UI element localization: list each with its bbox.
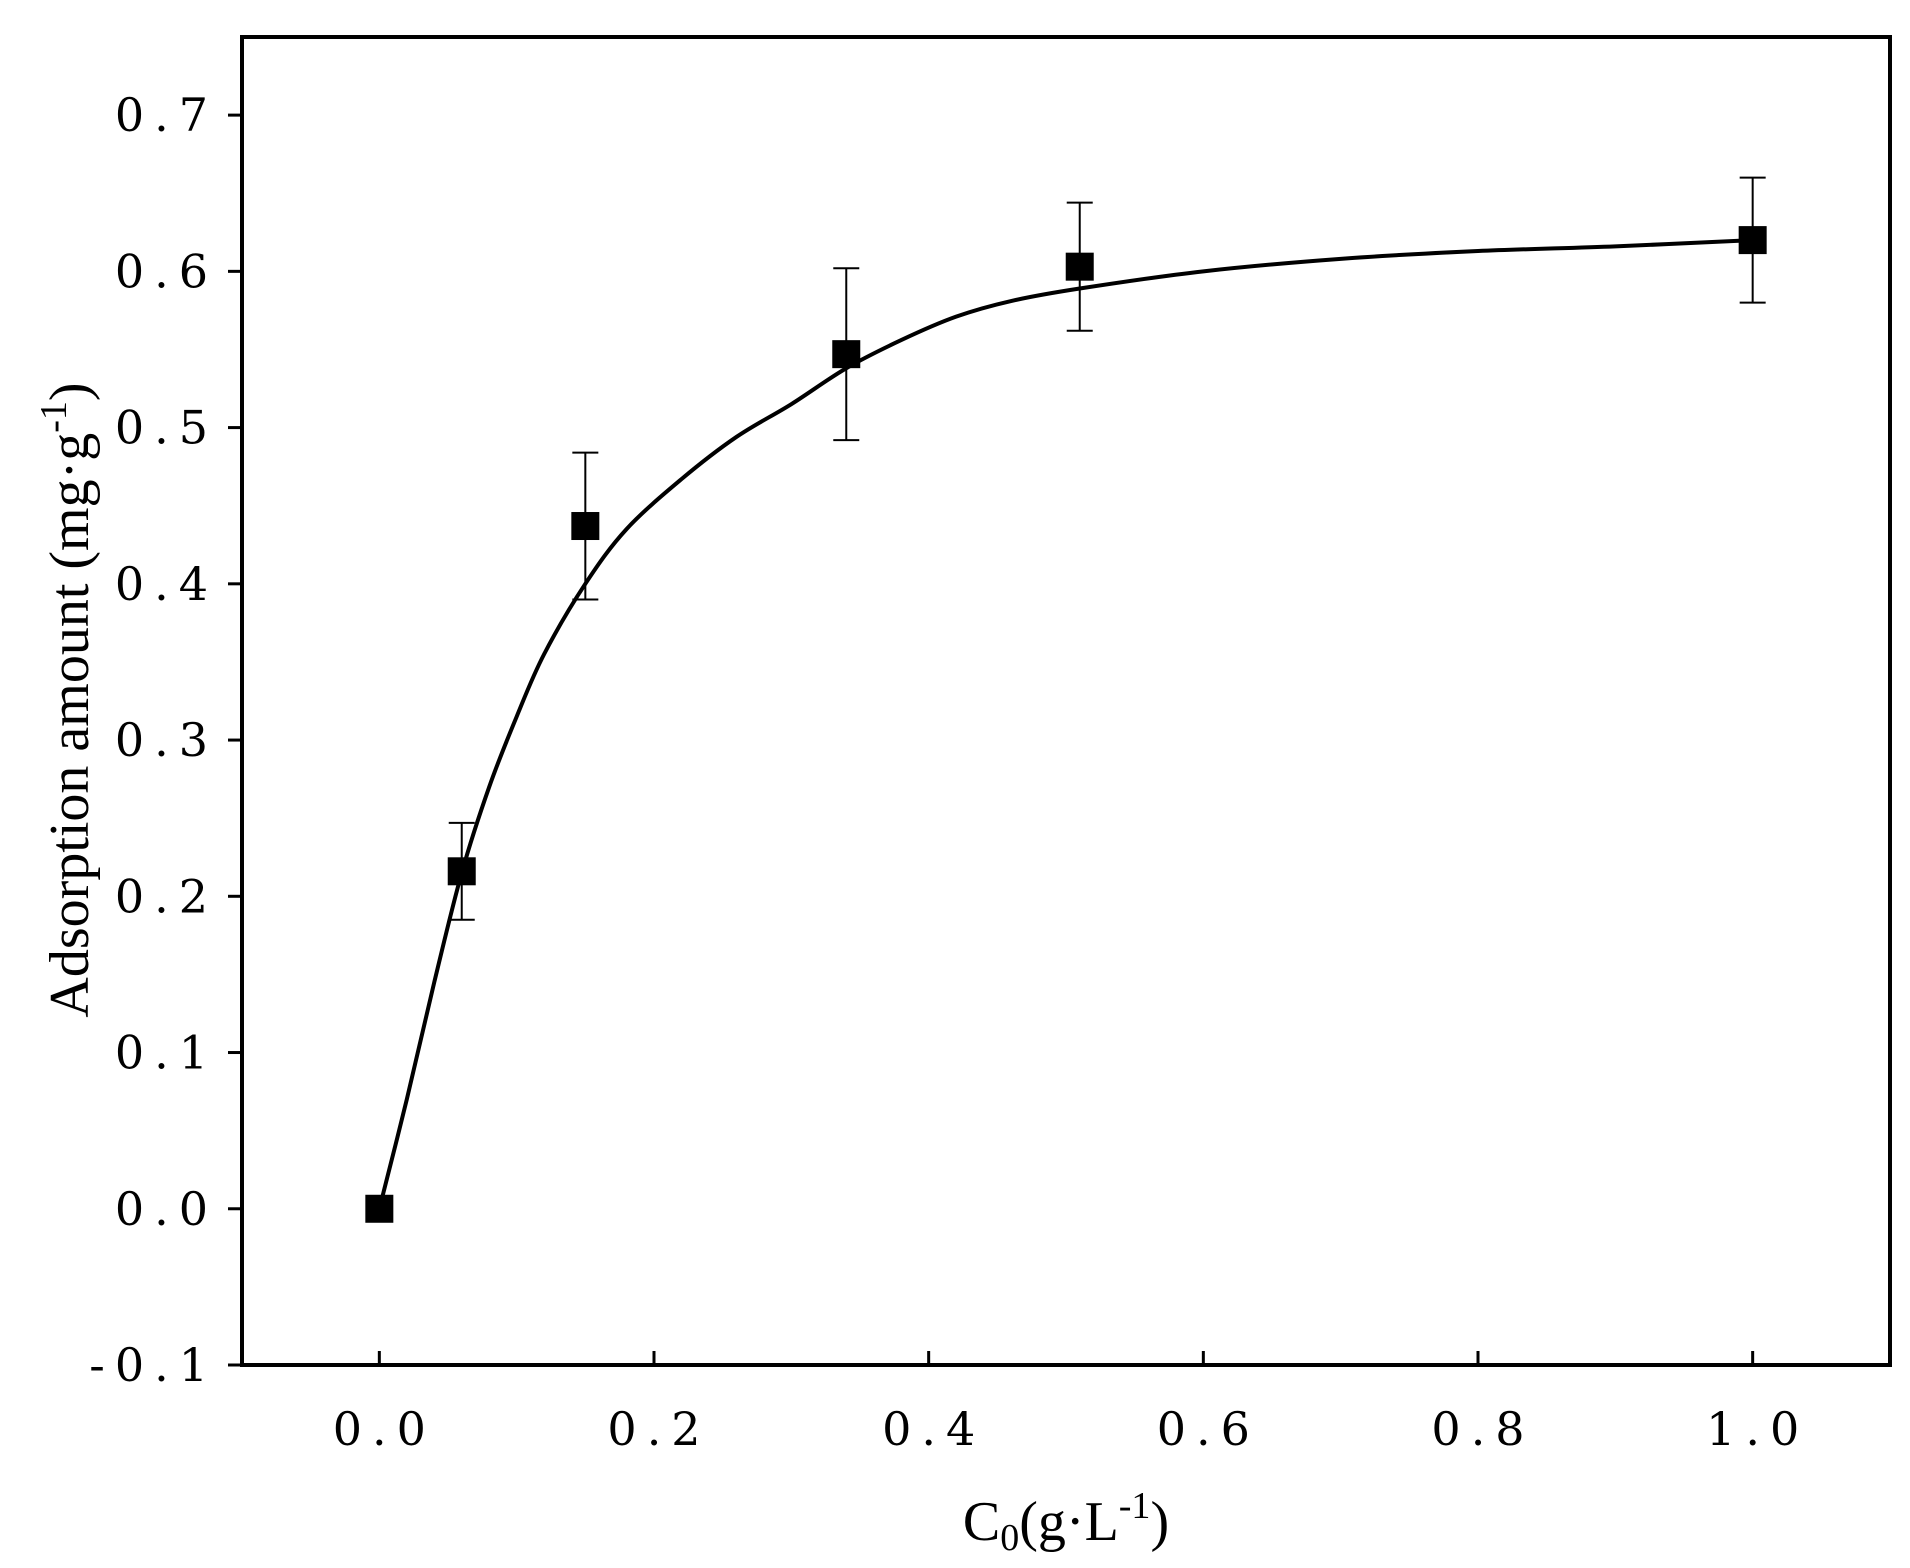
y-tick-label: 0.2 [115, 869, 218, 923]
y-tick-label: 0.3 [115, 713, 218, 767]
x-axis-title-main: C [963, 1491, 1000, 1553]
x-axis-title-unit: (g·L [1019, 1491, 1119, 1553]
x-tick-label: 0.6 [1157, 1402, 1260, 1456]
y-tick-label: 0.1 [115, 1026, 218, 1080]
y-axis-ticks [228, 113, 242, 1367]
y-tick-label: -0.1 [89, 1338, 218, 1392]
y-axis-title-close: ) [39, 382, 101, 401]
x-tick-label: 0.2 [607, 1402, 710, 1456]
plot-frame [240, 35, 1892, 1367]
y-axis-title-main: Adsorption amount (mg·g [39, 433, 101, 1018]
data-markers [365, 226, 1767, 1223]
data-point-marker [365, 1194, 394, 1223]
x-axis-title: C0(g·L-1) [963, 1485, 1169, 1559]
y-axis-tick-labels: -0.1 0.0 0.1 0.2 0.3 0.4 0.5 0.6 0.7 [89, 88, 218, 1392]
y-tick-label: 0.7 [115, 88, 218, 142]
data-point-marker [1738, 226, 1767, 255]
data-point-marker [832, 340, 861, 369]
y-axis-title-superscript: -1 [33, 401, 75, 433]
x-tick-label: 0.0 [333, 1402, 436, 1456]
y-tick-label: 0.4 [115, 557, 218, 611]
x-axis-title-superscript: -1 [1119, 1485, 1151, 1527]
data-point-marker [447, 857, 476, 886]
y-axis-title: Adsorption amount (mg·g-1) [33, 382, 101, 1017]
error-bars [448, 176, 1766, 921]
data-point-marker [571, 512, 600, 541]
x-tick-label: 0.8 [1431, 1402, 1534, 1456]
y-tick-label: 0.0 [115, 1182, 218, 1236]
plot-area-border [240, 35, 1892, 1367]
fit-curve-line [377, 238, 1753, 1210]
x-axis-tick-labels: 0.0 0.2 0.4 0.6 0.8 1.0 [333, 1402, 1809, 1456]
data-point-marker [1065, 252, 1094, 281]
x-tick-label: 1.0 [1706, 1402, 1809, 1456]
x-axis-ticks [377, 1351, 1755, 1365]
y-tick-label: 0.6 [115, 244, 218, 298]
x-axis-title-close: ) [1150, 1491, 1169, 1553]
x-axis-title-subscript: 0 [1000, 1517, 1019, 1559]
y-tick-label: 0.5 [115, 401, 218, 455]
x-tick-label: 0.4 [882, 1402, 985, 1456]
